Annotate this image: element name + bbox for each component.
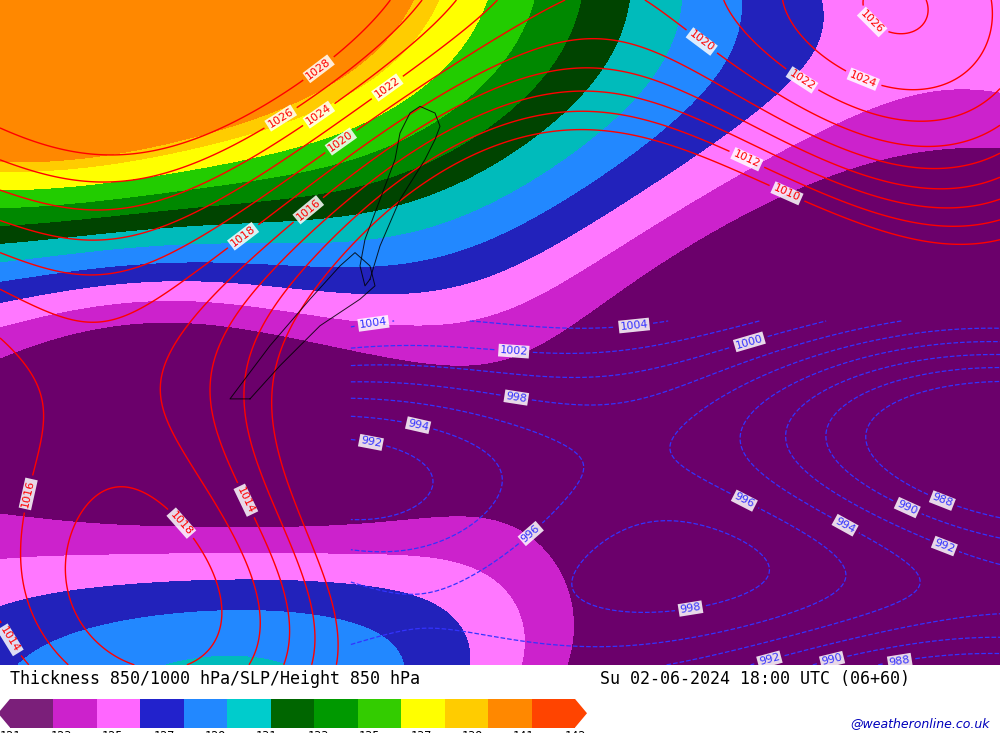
Text: 1022: 1022	[787, 68, 817, 92]
Text: 1024: 1024	[304, 103, 333, 127]
Text: 998: 998	[679, 602, 702, 615]
Text: 990: 990	[896, 498, 919, 517]
Text: 992: 992	[359, 435, 382, 449]
Text: 133: 133	[307, 730, 329, 733]
Text: 1024: 1024	[848, 69, 878, 89]
Text: 1026: 1026	[266, 106, 295, 130]
Text: 129: 129	[205, 730, 226, 733]
Text: 996: 996	[733, 491, 756, 510]
Bar	[401, 699, 445, 728]
Text: 127: 127	[153, 730, 175, 733]
Bar	[140, 699, 184, 728]
Text: 137: 137	[410, 730, 432, 733]
Text: 998: 998	[505, 391, 528, 404]
Text: 1018: 1018	[168, 509, 194, 537]
Text: 1020: 1020	[688, 29, 716, 54]
Bar	[227, 699, 271, 728]
Text: 1018: 1018	[229, 224, 257, 248]
Text: 996: 996	[519, 523, 542, 545]
Text: @weatheronline.co.uk: @weatheronline.co.uk	[850, 717, 990, 729]
Text: 131: 131	[256, 730, 278, 733]
Bar	[271, 699, 314, 728]
Text: 1020: 1020	[326, 129, 355, 154]
Text: 990: 990	[821, 652, 844, 667]
Text: 988: 988	[931, 492, 954, 509]
Bar	[314, 699, 358, 728]
Text: 121: 121	[0, 730, 21, 733]
Text: 988: 988	[888, 655, 911, 668]
Text: 1012: 1012	[732, 149, 762, 169]
Text: 142: 142	[564, 730, 586, 733]
Bar	[97, 699, 140, 728]
Text: 1014: 1014	[0, 625, 22, 655]
Text: 141: 141	[513, 730, 534, 733]
Text: 994: 994	[407, 418, 430, 432]
Text: 1016: 1016	[20, 479, 36, 509]
Text: 123: 123	[51, 730, 72, 733]
Text: 1010: 1010	[772, 183, 802, 204]
Text: 1000: 1000	[735, 333, 764, 350]
Bar	[53, 699, 97, 728]
Text: 992: 992	[758, 652, 781, 667]
Text: Su 02-06-2024 18:00 UTC (06+60): Su 02-06-2024 18:00 UTC (06+60)	[600, 670, 910, 688]
Text: 1004: 1004	[620, 319, 649, 332]
Text: 1002: 1002	[499, 345, 528, 357]
Polygon shape	[0, 699, 10, 728]
Bar	[532, 699, 575, 728]
Text: 125: 125	[102, 730, 123, 733]
Text: 135: 135	[359, 730, 380, 733]
Text: 1014: 1014	[235, 485, 256, 515]
Bar	[10, 699, 53, 728]
Text: 992: 992	[933, 537, 956, 555]
Text: Thickness 850/1000 hPa/SLP/Height 850 hPa: Thickness 850/1000 hPa/SLP/Height 850 hP…	[10, 670, 420, 688]
Polygon shape	[575, 699, 587, 728]
Text: 994: 994	[833, 515, 857, 535]
Text: 1022: 1022	[373, 75, 402, 100]
Bar	[488, 699, 532, 728]
Text: 1028: 1028	[304, 56, 333, 81]
Text: 1004: 1004	[359, 317, 388, 331]
Text: 139: 139	[462, 730, 483, 733]
Text: 1026: 1026	[859, 9, 886, 35]
Bar	[445, 699, 488, 728]
Text: 1016: 1016	[294, 197, 322, 223]
Bar	[184, 699, 227, 728]
Bar	[358, 699, 401, 728]
